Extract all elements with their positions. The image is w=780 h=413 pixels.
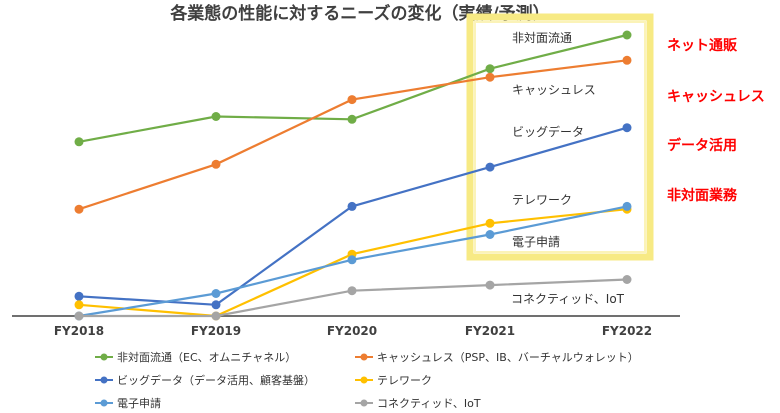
inline-series-label: 電子申請 bbox=[512, 235, 560, 249]
legend-marker bbox=[360, 376, 368, 384]
legend-item: コネクティッド、IoT bbox=[355, 397, 481, 410]
data-point bbox=[347, 201, 357, 211]
data-point bbox=[211, 159, 221, 169]
data-point bbox=[485, 218, 495, 228]
legend-item: 非対面流通（EC、オムニチャネル） bbox=[95, 350, 296, 364]
data-point bbox=[485, 72, 495, 82]
series-2 bbox=[74, 55, 632, 214]
x-tick-label: FY2021 bbox=[465, 324, 515, 338]
data-point bbox=[622, 123, 632, 133]
inline-series-label: キャッシュレス bbox=[512, 83, 596, 97]
legend-label: テレワーク bbox=[377, 374, 432, 387]
data-point bbox=[211, 289, 221, 298]
annotation-label: 非対面業務 bbox=[667, 187, 738, 204]
inline-series-label: ビッグデータ bbox=[512, 124, 584, 139]
data-point bbox=[74, 204, 84, 214]
data-point bbox=[622, 201, 632, 211]
data-point bbox=[485, 162, 495, 172]
legend-marker bbox=[100, 399, 108, 407]
legend-item: 電子申請 bbox=[95, 396, 161, 410]
data-point bbox=[485, 64, 495, 74]
data-point bbox=[211, 112, 221, 121]
legend-label: 電子申請 bbox=[117, 396, 161, 410]
data-point bbox=[74, 300, 84, 310]
highlight-box bbox=[466, 13, 654, 261]
annotation-label: データ活用 bbox=[667, 137, 737, 154]
inline-series-label: テレワーク bbox=[512, 193, 572, 207]
legend-marker bbox=[360, 399, 368, 407]
annotation-label: キャッシュレス bbox=[667, 89, 765, 105]
inline-series-label: 非対面流通 bbox=[512, 31, 572, 45]
series-6 bbox=[74, 275, 632, 321]
data-point bbox=[347, 286, 357, 296]
inline-series-label: コネクティッド、IoT bbox=[511, 292, 625, 306]
legend-marker bbox=[100, 376, 108, 384]
data-point bbox=[74, 137, 84, 147]
legend-label: 非対面流通（EC、オムニチャネル） bbox=[117, 350, 296, 364]
legend-item: キャッシュレス（PSP、IB、バーチャルウォレット） bbox=[355, 351, 639, 364]
legend-label: コネクティッド、IoT bbox=[377, 397, 481, 410]
data-point bbox=[74, 311, 84, 321]
data-point bbox=[347, 255, 357, 265]
x-tick-label: FY2018 bbox=[54, 324, 104, 338]
data-point bbox=[74, 291, 84, 301]
x-tick-label: FY2022 bbox=[602, 324, 652, 338]
highlight-box-inner bbox=[474, 21, 646, 253]
data-point bbox=[622, 275, 632, 284]
x-tick-label: FY2019 bbox=[191, 324, 241, 338]
x-tick-label: FY2020 bbox=[327, 324, 377, 338]
series-layer bbox=[74, 30, 632, 321]
chart-title: 各業態の性能に対するニーズの変化（実績/予測） bbox=[169, 3, 549, 24]
annotation-label: ネット通販 bbox=[667, 37, 738, 54]
legend-item: テレワーク bbox=[355, 374, 432, 387]
legend-label: ビッグデータ（データ活用、顧客基盤） bbox=[117, 373, 315, 387]
data-point bbox=[622, 55, 632, 65]
data-point bbox=[347, 114, 357, 124]
legend-label: キャッシュレス（PSP、IB、バーチャルウォレット） bbox=[377, 351, 639, 364]
data-point bbox=[622, 30, 632, 40]
data-point bbox=[211, 311, 221, 321]
data-point bbox=[485, 280, 495, 290]
legend-marker bbox=[100, 353, 108, 361]
data-point bbox=[211, 300, 221, 310]
x-tick-layer: FY2018 FY2019 FY2020 FY2021 FY2022 bbox=[54, 324, 652, 338]
series-line bbox=[78, 126, 628, 306]
legend: 非対面流通（EC、オムニチャネル） キャッシュレス（PSP、IB、バーチャルウォレ… bbox=[95, 350, 639, 410]
series-1 bbox=[74, 30, 632, 147]
legend-marker bbox=[360, 353, 368, 361]
data-point bbox=[485, 230, 495, 239]
legend-item: ビッグデータ（データ活用、顧客基盤） bbox=[95, 373, 315, 387]
data-point bbox=[347, 95, 357, 105]
